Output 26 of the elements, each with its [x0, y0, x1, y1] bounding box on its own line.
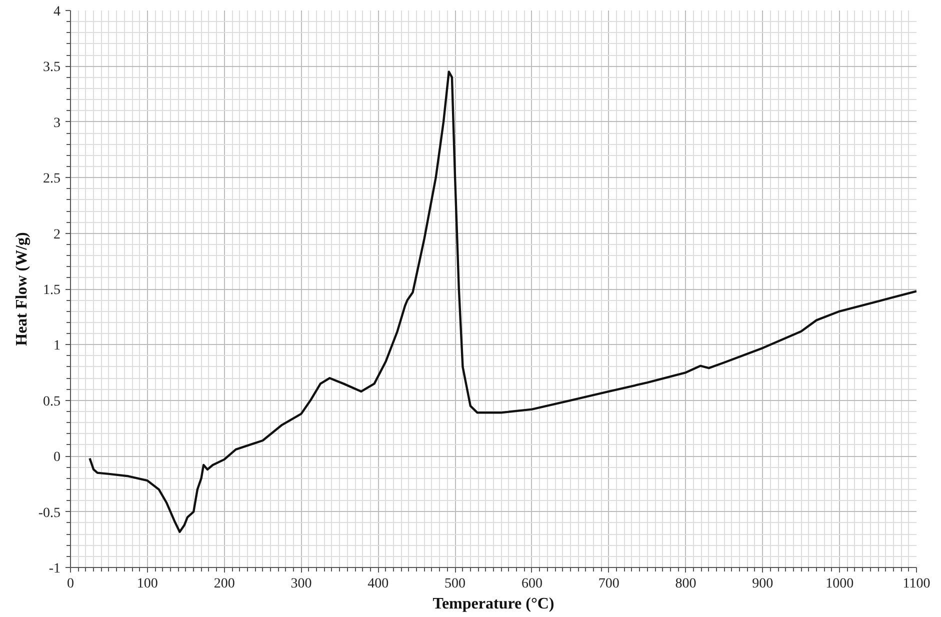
y-tick-label: 0: [54, 450, 60, 466]
x-tick-label: 1100: [902, 576, 930, 592]
x-tick-label: 600: [521, 576, 542, 592]
y-tick-label: -1: [48, 562, 61, 576]
x-tick-label: 200: [214, 576, 235, 592]
line-series: [88, 70, 916, 533]
x-tick-label: 400: [368, 576, 389, 592]
x-tick-label: 300: [290, 576, 312, 592]
x-tick-label: 500: [444, 576, 466, 592]
y-axis-title: Heat Flow (W/g): [13, 232, 30, 346]
x-tick-label: 100: [136, 576, 158, 592]
x-tick-label: 700: [598, 576, 620, 592]
y-tick-label: 0.5: [43, 394, 60, 410]
y-tick-label: -0.5: [38, 506, 61, 521]
x-tick-label: 0: [67, 576, 74, 592]
y-tick-label: 2.5: [43, 172, 60, 187]
x-tick-label: 900: [752, 576, 774, 592]
y-tick-label: 1.5: [43, 283, 60, 298]
y-tick-label: 1: [54, 338, 60, 354]
y-tick-label: 3.5: [43, 60, 60, 76]
x-axis-title: Temperature (°C): [432, 596, 554, 612]
x-tick-label: 800: [675, 576, 696, 592]
y-tick-label: 4: [54, 4, 60, 20]
y-tick-label: 3: [54, 116, 60, 131]
y-tick-label: 2: [54, 227, 60, 242]
x-tick-label: 1000: [826, 576, 854, 592]
